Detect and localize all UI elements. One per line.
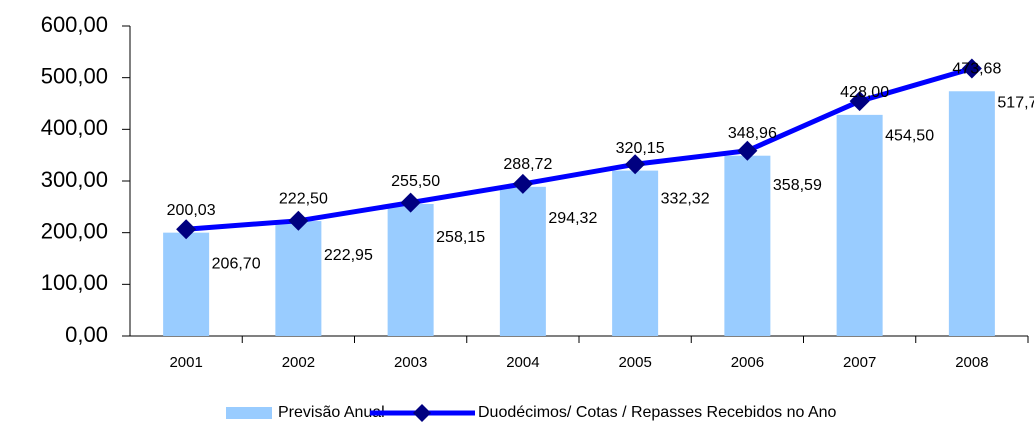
y-tick-label: 200,00: [41, 218, 108, 243]
bar: [163, 232, 210, 336]
marker: [400, 192, 421, 213]
y-tick-label: 500,00: [41, 63, 108, 88]
bar: [836, 114, 883, 336]
data-label: 428,00: [840, 84, 889, 101]
legend-label: Duodécimos/ Cotas / Repasses Recebidos n…: [478, 404, 837, 421]
marker: [737, 140, 758, 161]
x-tick-label: 2007: [843, 354, 876, 371]
data-label: 348,96: [728, 125, 777, 142]
line: [185, 66, 973, 232]
data-label: 332,32: [661, 191, 710, 208]
legend-swatch: [226, 407, 272, 419]
x-tick-label: 2004: [506, 354, 539, 371]
marker: [176, 219, 197, 240]
y-tick-label: 400,00: [41, 115, 108, 140]
bar: [724, 155, 771, 336]
data-label: 294,32: [548, 210, 597, 227]
y-tick-label: 100,00: [41, 270, 108, 295]
legend-marker: [413, 404, 431, 422]
y-tick-label: 600,00: [41, 12, 108, 37]
x-tick-label: 2005: [618, 354, 651, 371]
marker: [849, 91, 870, 112]
data-label: 320,15: [616, 140, 665, 157]
data-label: 473,68: [952, 60, 1001, 77]
bar: [948, 91, 995, 336]
marker: [961, 58, 982, 79]
data-label: 358,59: [773, 177, 822, 194]
marker: [625, 154, 646, 175]
y-tick-label: 300,00: [41, 167, 108, 192]
x-tick-label: 2006: [731, 354, 764, 371]
data-label: 258,15: [436, 229, 485, 246]
data-label: 288,72: [503, 156, 552, 173]
data-label: 255,50: [391, 173, 440, 190]
marker: [512, 173, 533, 194]
bar: [612, 170, 659, 336]
x-tick-label: 2008: [955, 354, 988, 371]
y-tick-label: 0,00: [65, 322, 108, 347]
data-label: 517,71: [997, 95, 1034, 112]
x-tick-label: 2001: [169, 354, 202, 371]
data-label: 206,70: [212, 255, 261, 272]
bar: [387, 203, 434, 336]
bar: [275, 221, 322, 336]
x-tick-label: 2002: [282, 354, 315, 371]
data-label: 222,95: [324, 247, 373, 264]
x-tick-label: 2003: [394, 354, 427, 371]
legend-label: Previsão Anual: [278, 404, 385, 421]
data-label: 200,03: [167, 202, 216, 219]
marker: [288, 210, 309, 231]
data-label: 454,50: [885, 127, 934, 144]
bar: [499, 186, 546, 336]
data-label: 222,50: [279, 190, 328, 207]
